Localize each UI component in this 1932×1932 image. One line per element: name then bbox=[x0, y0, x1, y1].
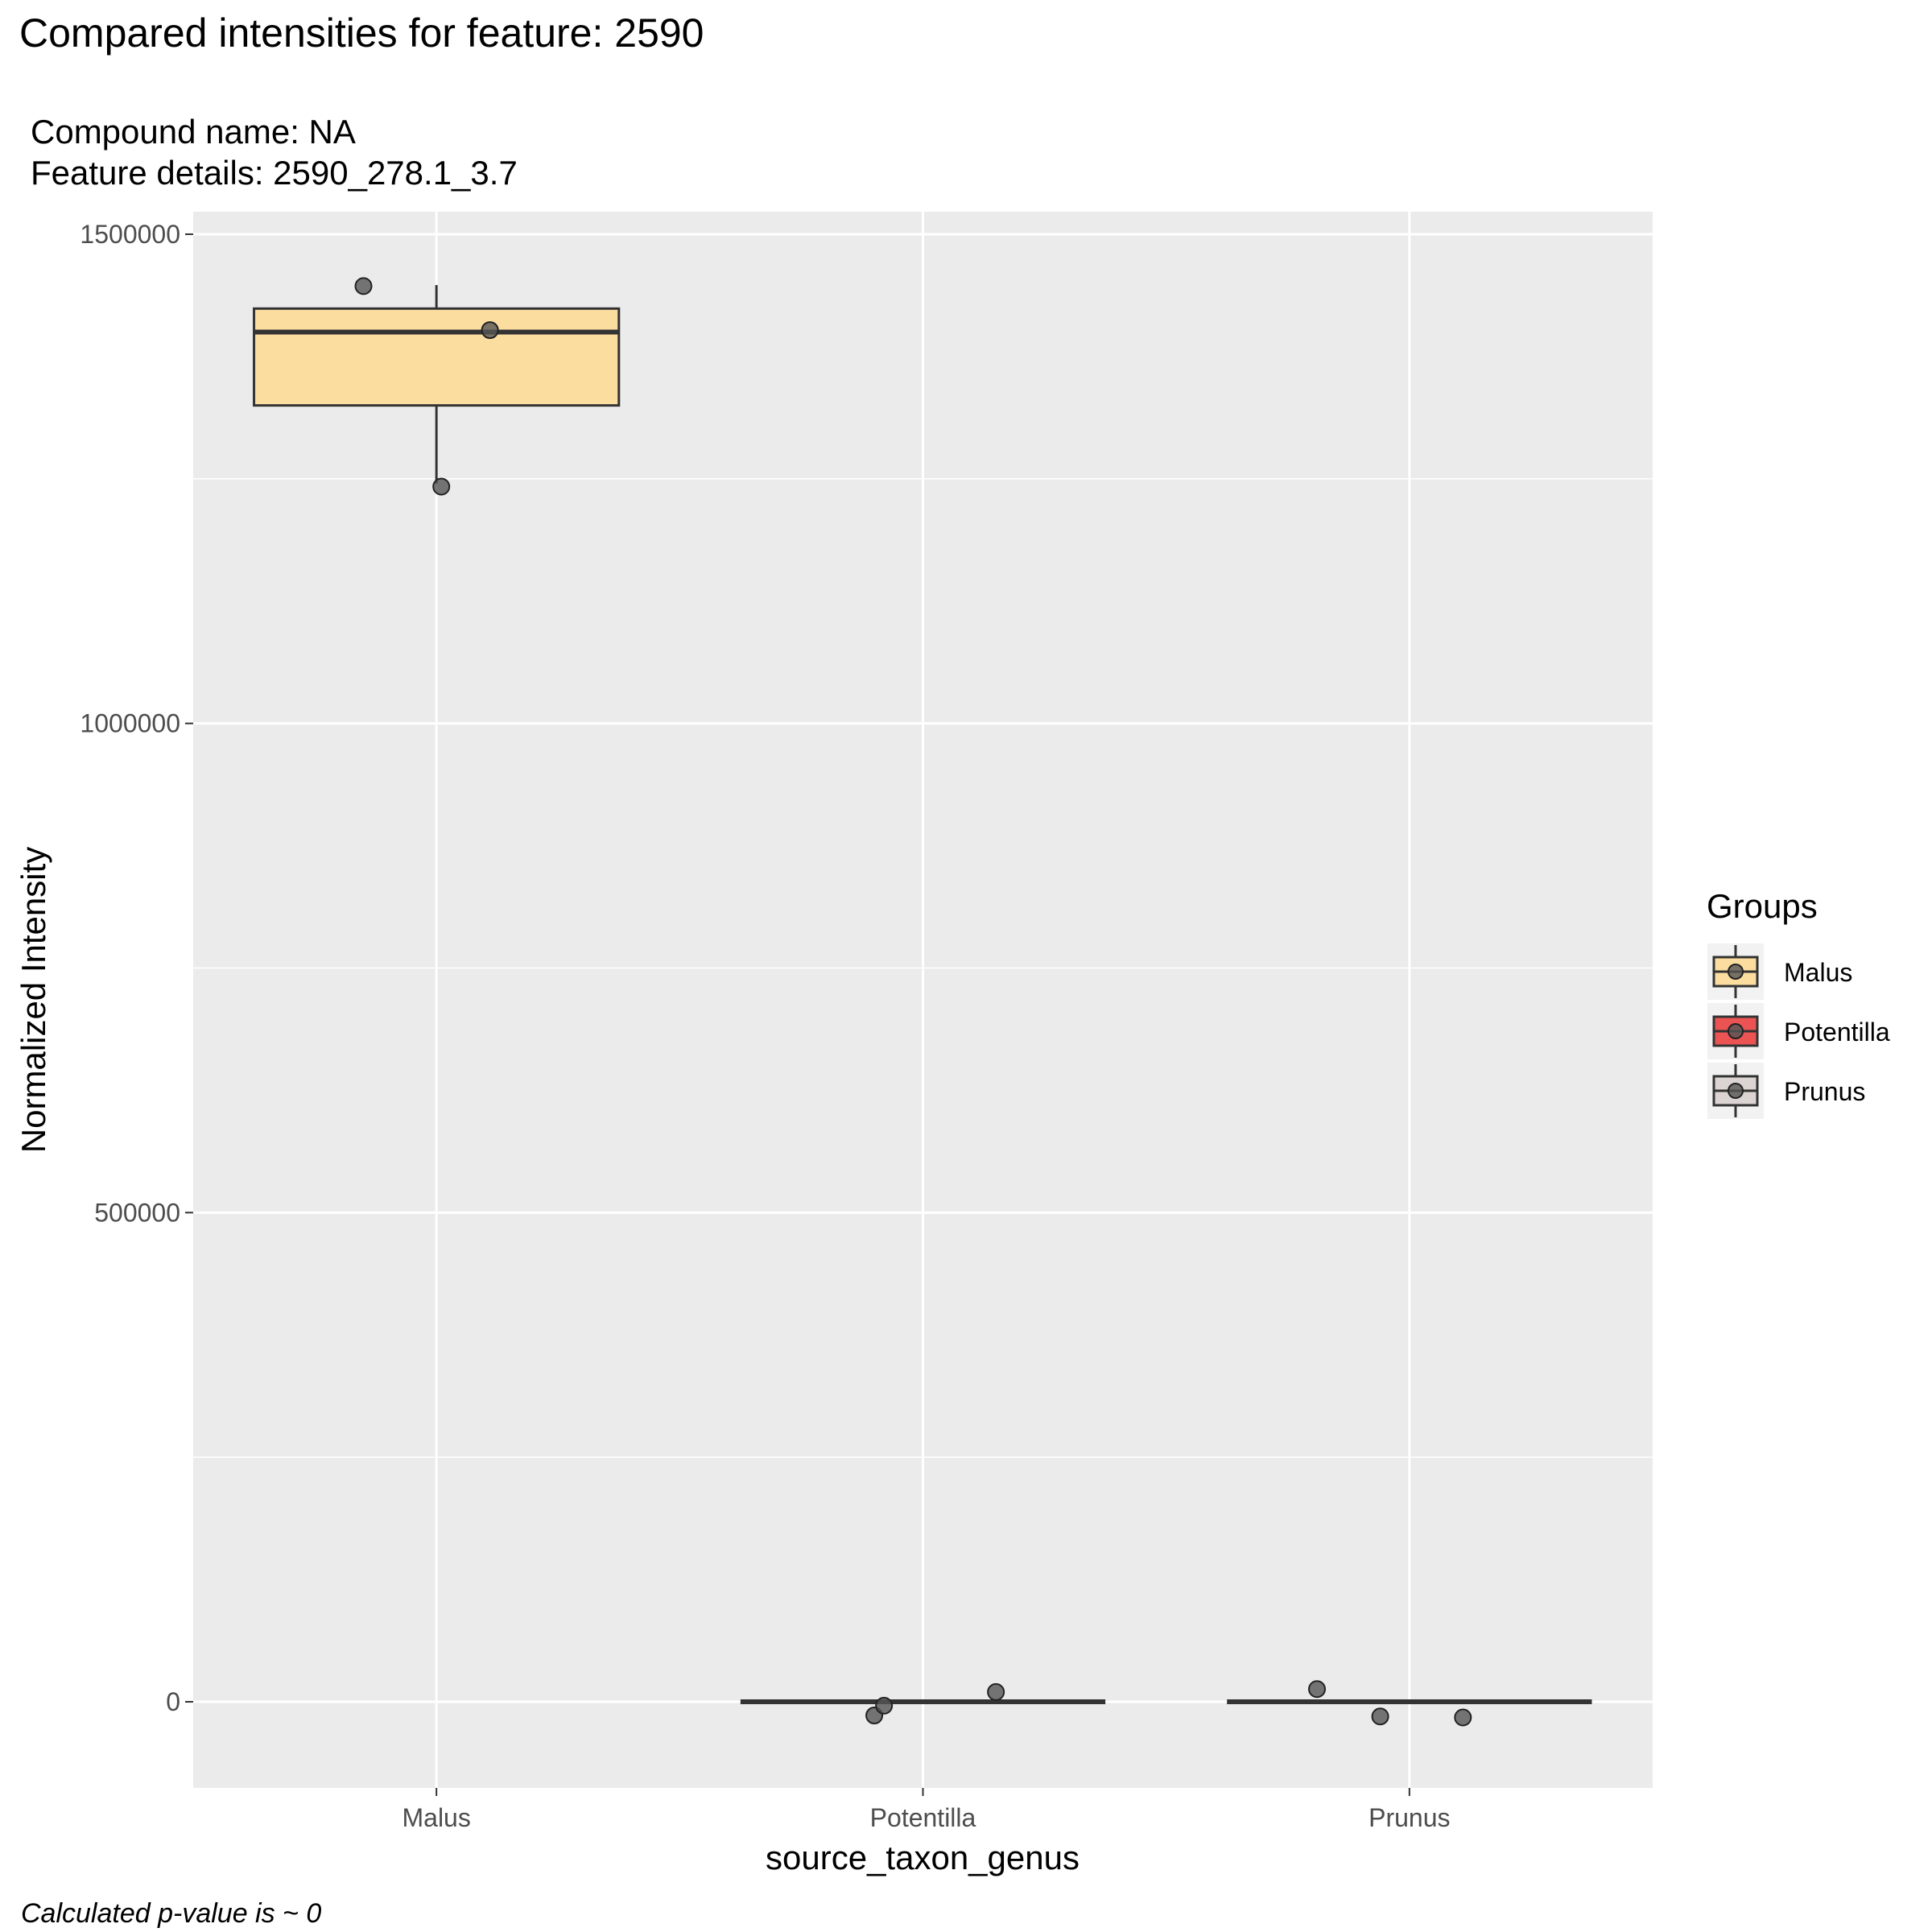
p-value-caption: Calculated p-value is ~ 0 bbox=[21, 1898, 321, 1929]
chart-title: Compared intensities for feature: 2590 bbox=[19, 10, 704, 56]
legend: Groups Malus Potentilla Prunus bbox=[1707, 887, 1890, 1119]
legend-key-point bbox=[1728, 964, 1744, 980]
axes: 0 500000 1000000 1500000 Malus Potentilla Prun… bbox=[80, 220, 1450, 1832]
legend-key-point bbox=[1728, 1023, 1744, 1039]
data-point bbox=[1308, 1680, 1327, 1699]
y-tick-label: 1500000 bbox=[80, 220, 180, 249]
y-tick-label: 0 bbox=[166, 1687, 180, 1716]
y-axis-title: Normalized Intensity bbox=[14, 847, 52, 1153]
data-point bbox=[354, 277, 373, 295]
x-tick-label: Malus bbox=[402, 1803, 470, 1832]
legend-item-prunus: Prunus bbox=[1707, 1063, 1865, 1119]
chart-subtitle-compound: Compound name: NA bbox=[31, 113, 356, 151]
data-point bbox=[481, 321, 499, 340]
data-point bbox=[987, 1682, 1005, 1701]
legend-item-malus: Malus bbox=[1707, 943, 1852, 1000]
legend-label: Prunus bbox=[1784, 1077, 1865, 1106]
y-tick-label: 1000000 bbox=[80, 709, 180, 738]
legend-item-potentilla: Potentilla bbox=[1707, 1003, 1890, 1059]
x-tick-label: Potentilla bbox=[870, 1803, 976, 1832]
legend-label: Potentilla bbox=[1784, 1018, 1890, 1046]
box-iqr bbox=[253, 307, 621, 407]
data-point bbox=[1454, 1708, 1472, 1727]
data-point bbox=[875, 1696, 894, 1715]
chart-subtitle-feature: Feature details: 2590_278.1_3.7 bbox=[31, 154, 518, 192]
legend-title: Groups bbox=[1707, 887, 1818, 925]
y-tick-label: 500000 bbox=[94, 1198, 180, 1227]
box-malus bbox=[253, 285, 621, 484]
data-point bbox=[1371, 1707, 1389, 1726]
data-point bbox=[432, 477, 451, 496]
box-series bbox=[253, 285, 1592, 1705]
legend-key-point bbox=[1728, 1083, 1744, 1099]
x-axis-title: source_taxon_genus bbox=[766, 1839, 1080, 1876]
legend-label: Malus bbox=[1784, 958, 1852, 987]
data-points bbox=[354, 277, 1472, 1727]
x-tick-label: Prunus bbox=[1368, 1803, 1450, 1832]
